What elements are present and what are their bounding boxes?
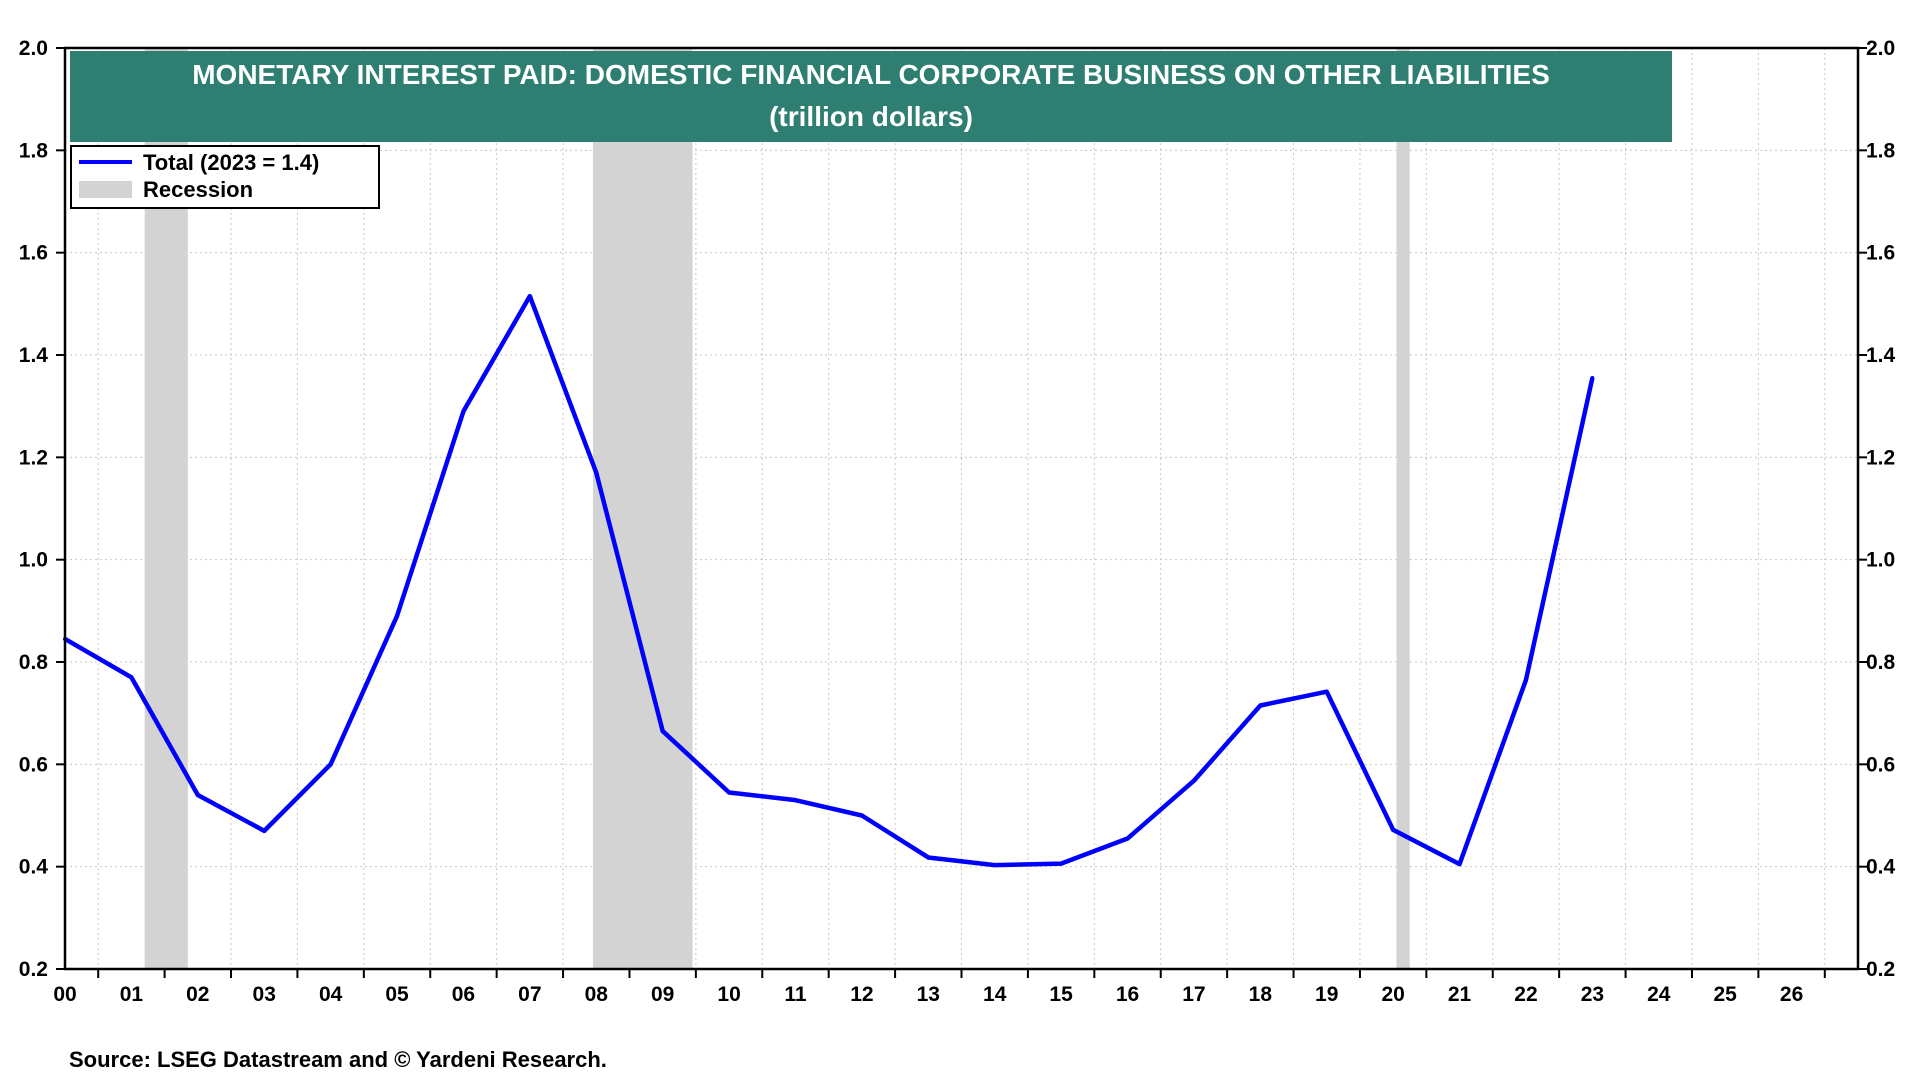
x-tick-label: 13 xyxy=(917,983,940,1006)
y-tick-label-left: 1.0 xyxy=(19,549,48,572)
data-point xyxy=(1059,861,1064,866)
recession-band-1 xyxy=(592,48,693,969)
data-point xyxy=(1125,836,1130,841)
x-tick-label: 17 xyxy=(1182,983,1205,1006)
data-point xyxy=(1523,677,1528,682)
x-tick-label: 14 xyxy=(983,983,1007,1006)
data-point xyxy=(1590,376,1595,381)
data-point xyxy=(594,470,599,475)
x-tick-label: 24 xyxy=(1647,983,1671,1006)
data-point xyxy=(262,828,267,833)
x-tick-label: 20 xyxy=(1381,983,1404,1006)
y-tick-label-left: 0.2 xyxy=(19,958,48,981)
y-tick-label-left: 1.8 xyxy=(19,139,49,162)
y-tick-label-right: 1.0 xyxy=(1866,549,1895,572)
legend: Total (2023 = 1.4) Recession xyxy=(70,145,380,209)
legend-label-recession: Recession xyxy=(143,177,253,202)
x-tick-label: 25 xyxy=(1714,983,1738,1006)
data-point xyxy=(926,855,931,860)
y-tick-label-right: 1.6 xyxy=(1866,242,1895,265)
series-lines xyxy=(63,293,1595,868)
x-tick-label: 23 xyxy=(1581,983,1604,1006)
data-point xyxy=(1258,703,1263,708)
y-tick-label-left: 1.4 xyxy=(19,344,49,367)
y-tick-label-left: 0.8 xyxy=(19,651,49,674)
y-tick-label-right: 0.6 xyxy=(1866,753,1895,776)
y-tick-label-right: 1.4 xyxy=(1866,344,1896,367)
data-point xyxy=(1391,827,1396,832)
x-tick-label: 08 xyxy=(585,983,609,1006)
data-point xyxy=(992,863,997,868)
y-tick-label-right: 1.2 xyxy=(1866,446,1895,469)
y-tick-label-right: 1.8 xyxy=(1866,139,1896,162)
y-tick-label-right: 2.0 xyxy=(1866,37,1895,60)
x-tick-label: 04 xyxy=(319,983,343,1006)
x-tick-label: 26 xyxy=(1780,983,1803,1006)
y-tick-label-right: 0.4 xyxy=(1866,856,1896,879)
x-tick-label: 18 xyxy=(1249,983,1273,1006)
y-tick-label-left: 1.2 xyxy=(19,446,48,469)
data-point xyxy=(660,729,665,734)
x-tick-label: 09 xyxy=(651,983,674,1006)
x-tick-label: 10 xyxy=(717,983,740,1006)
data-point xyxy=(328,762,333,767)
x-tick-label: 03 xyxy=(253,983,276,1006)
data-point xyxy=(461,409,466,414)
data-point xyxy=(527,294,532,299)
x-tick-label: 07 xyxy=(518,983,541,1006)
x-tick-label: 00 xyxy=(53,983,76,1006)
data-point xyxy=(793,798,798,803)
x-tick-label: 21 xyxy=(1448,983,1472,1006)
chart-subtitle: (trillion dollars) xyxy=(769,101,973,132)
data-point xyxy=(195,793,200,798)
x-axis-ticks: 00 01 02 03 04 05 06 07 08 09 10 11 12 13 14 15 16 17 18 19… xyxy=(53,969,1826,1006)
y-tick-label-left: 1.6 xyxy=(19,242,48,265)
data-point xyxy=(859,813,864,818)
y-tick-label-right: 0.8 xyxy=(1866,651,1896,674)
data-point xyxy=(129,675,134,680)
y-tick-label-left: 0.6 xyxy=(19,753,48,776)
x-tick-label: 22 xyxy=(1514,983,1537,1006)
title-background xyxy=(70,51,1672,142)
y-axis-ticks: 0.2 0.2 0.4 0.4 0.6 0.6 0.8 0.8 1.0 1.0 1.2 1.2 1.4 1… xyxy=(19,37,1896,981)
x-tick-label: 19 xyxy=(1315,983,1338,1006)
data-point xyxy=(1191,778,1196,783)
y-tick-label-left: 2.0 xyxy=(19,37,48,60)
x-tick-label: 12 xyxy=(850,983,873,1006)
x-tick-label: 15 xyxy=(1049,983,1073,1006)
data-point xyxy=(1324,689,1329,694)
x-tick-label: 01 xyxy=(120,983,144,1006)
x-tick-label: 11 xyxy=(784,983,807,1006)
y-tick-label-right: 0.2 xyxy=(1866,958,1895,981)
legend-label-total: Total (2023 = 1.4) xyxy=(143,150,319,175)
chart-title: MONETARY INTEREST PAID: DOMESTIC FINANCI… xyxy=(192,59,1550,90)
y-tick-label-left: 0.4 xyxy=(19,856,49,879)
x-tick-label: 16 xyxy=(1116,983,1139,1006)
x-tick-label: 02 xyxy=(186,983,209,1006)
x-tick-label: 05 xyxy=(385,983,409,1006)
recession-band-2 xyxy=(1396,48,1410,969)
data-point xyxy=(727,790,732,795)
title-banner: MONETARY INTEREST PAID: DOMESTIC FINANCI… xyxy=(70,51,1672,142)
legend-swatch-recession xyxy=(79,181,132,198)
x-tick-label: 06 xyxy=(452,983,475,1006)
series-line-0 xyxy=(63,293,1595,868)
data-point xyxy=(1457,862,1462,867)
source-note: Source: LSEG Datastream and © Yardeni Re… xyxy=(69,1047,607,1072)
data-point xyxy=(395,613,400,618)
